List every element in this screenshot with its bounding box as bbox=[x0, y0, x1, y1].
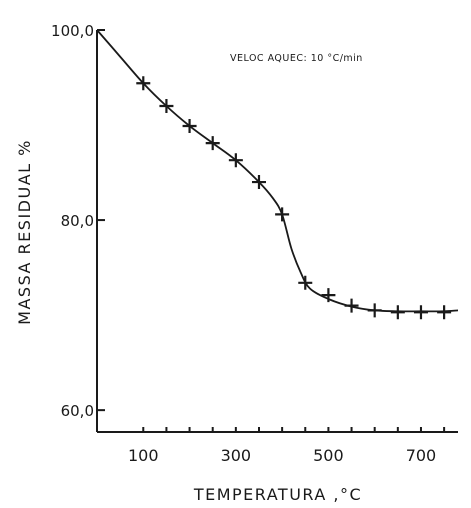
data-point-600 bbox=[367, 303, 382, 318]
x-tick-label-100: 100 bbox=[128, 446, 159, 465]
data-point-650 bbox=[390, 305, 405, 320]
data-point-350 bbox=[251, 175, 266, 190]
x-tick-label-300: 300 bbox=[221, 446, 252, 465]
data-point-300 bbox=[228, 153, 243, 168]
data-point-700 bbox=[413, 305, 428, 320]
y-ticks bbox=[97, 29, 105, 412]
data-point-250 bbox=[205, 136, 220, 151]
y-tick-label-60: 60,0 bbox=[61, 402, 94, 420]
y-tick-labels: 100,0 80,0 60,0 bbox=[51, 22, 94, 420]
data-point-750 bbox=[437, 305, 452, 320]
y-tick-label-80: 80,0 bbox=[61, 212, 94, 230]
data-point-450 bbox=[298, 275, 313, 290]
data-point-150 bbox=[159, 99, 174, 114]
heating-rate-annotation: VELOC AQUEC: 10 °C/min bbox=[230, 53, 363, 64]
data-point-200 bbox=[182, 118, 197, 133]
y-tick-label-100: 100,0 bbox=[51, 22, 94, 40]
x-tick-label-700: 700 bbox=[406, 446, 437, 465]
data-point-500 bbox=[321, 288, 336, 303]
x-tick-labels: 100 300 500 700 bbox=[128, 446, 436, 465]
data-point-100 bbox=[136, 76, 151, 91]
x-axis-label: TEMPERATURA ,°C bbox=[193, 485, 362, 504]
x-tick-label-500: 500 bbox=[313, 446, 344, 465]
data-point-400 bbox=[275, 207, 290, 222]
x-ticks bbox=[142, 427, 446, 432]
mass-loss-curve bbox=[96, 29, 459, 313]
data-markers bbox=[136, 76, 452, 320]
data-point-550 bbox=[344, 298, 359, 313]
y-axis-label: MASSA RESIDUAL % bbox=[15, 139, 34, 325]
